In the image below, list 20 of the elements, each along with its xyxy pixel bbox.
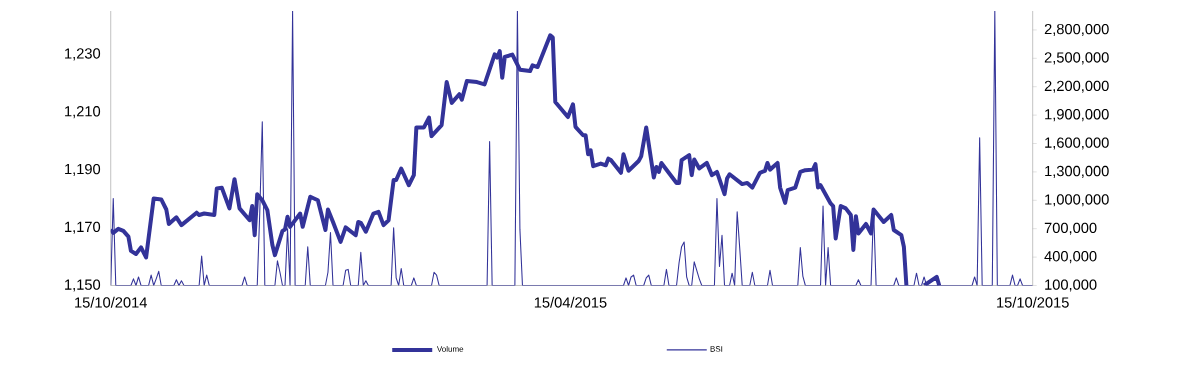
- y-tick-label: 1,170: [65, 221, 101, 234]
- y2-tick-label: 1,600,000: [1045, 137, 1109, 150]
- legend-label: BSI: [710, 346, 723, 352]
- x-tick-label: 15/04/2015: [534, 296, 607, 308]
- y2-tick-label: 2,200,000: [1044, 80, 1109, 93]
- y2-tick-label: 400,000: [1044, 251, 1097, 264]
- y2-tick-label: 2,800,000: [1044, 23, 1109, 36]
- y-tick-label: 1,210: [65, 106, 101, 119]
- x-tick-label: 15/10/2015: [997, 296, 1069, 308]
- x-tick-label: 15/10/2014: [75, 296, 147, 308]
- y-tick-label: 1,230: [65, 48, 101, 61]
- y2-tick-label: 1,900,000: [1045, 109, 1109, 122]
- y-tick-label: 1,150: [65, 279, 101, 292]
- y2-tick-label: 100,000: [1045, 279, 1097, 292]
- y2-tick-label: 1,000,000: [1045, 194, 1109, 207]
- y-tick-label: 1,190: [65, 163, 101, 176]
- y2-tick-label: 2,500,000: [1044, 52, 1109, 65]
- y2-tick-label: 1,300,000: [1045, 165, 1109, 178]
- legend-label: Volume: [436, 345, 464, 352]
- y2-tick-label: 700,000: [1044, 222, 1097, 235]
